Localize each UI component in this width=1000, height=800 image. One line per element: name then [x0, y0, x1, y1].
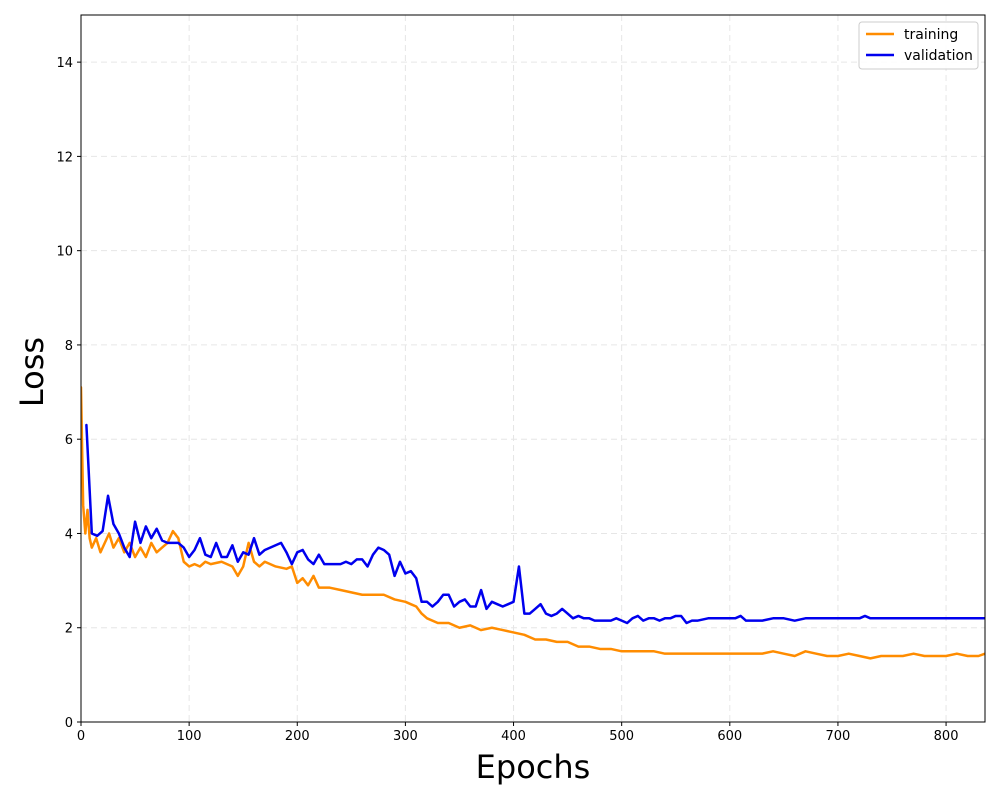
x-tick-label: 300 — [393, 729, 418, 744]
x-tick-label: 700 — [826, 729, 851, 744]
x-tick-label: 100 — [177, 729, 202, 744]
y-tick-label: 12 — [56, 150, 73, 165]
x-axis-label: Epochs — [476, 748, 591, 786]
x-tick-label: 600 — [717, 729, 742, 744]
y-tick-label: 0 — [65, 716, 73, 731]
series-layer — [81, 386, 985, 660]
x-tick-label: 200 — [285, 729, 310, 744]
series-line-training — [81, 386, 985, 660]
legend-label-validation: validation — [904, 48, 973, 64]
plot-frame — [80, 14, 986, 723]
y-tick-label: 2 — [65, 622, 73, 637]
series-line-validation — [85, 423, 985, 625]
y-tick-label: 4 — [65, 527, 73, 542]
axis-ticks: 0 100 200 300 400 500 600 700 800 0 2 4 6 8 10 12 14 — [56, 56, 958, 744]
y-tick-label: 6 — [65, 433, 73, 448]
x-tick-label: 800 — [934, 729, 959, 744]
y-tick-label: 10 — [56, 245, 73, 260]
grid-lines — [80, 15, 985, 723]
x-tick-label: 500 — [609, 729, 634, 744]
x-tick-label: 400 — [501, 729, 526, 744]
legend: training validation — [858, 21, 979, 70]
legend-label-training: training — [904, 27, 958, 43]
y-tick-label: 14 — [56, 56, 73, 71]
y-tick-label: 8 — [65, 339, 73, 354]
y-axis-label: Loss — [13, 337, 51, 407]
x-tick-label: 0 — [77, 729, 85, 744]
